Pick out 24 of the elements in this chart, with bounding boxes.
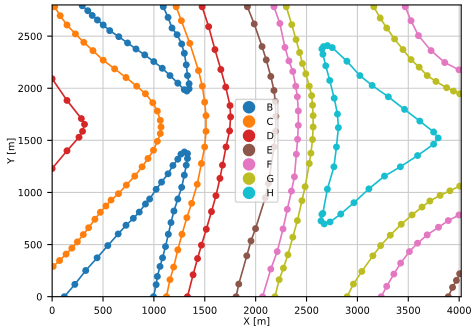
x-tick-label: 0 <box>50 306 55 314</box>
x-tick-label: 1500 <box>193 306 216 314</box>
x-tick-label: 500 <box>94 306 112 314</box>
x-tick-label: 4000 <box>447 306 471 314</box>
legend-label: C <box>267 118 273 126</box>
x-tick-label: 3000 <box>346 306 370 314</box>
y-tick-label: 2500 <box>18 32 42 40</box>
y-tick-label: 1000 <box>18 188 42 196</box>
y-axis-title: Y [m] <box>6 138 16 164</box>
x-tick-label: 2000 <box>244 306 268 314</box>
legend-label: F <box>267 160 272 168</box>
y-tick-label: 0 <box>36 293 42 300</box>
x-tick-label: 3500 <box>396 306 420 314</box>
legend-label: E <box>267 146 272 154</box>
x-axis-title: X [m] <box>244 317 270 326</box>
y-tick-label: 2000 <box>18 84 42 92</box>
x-tick-label: 1000 <box>142 306 166 314</box>
legend-label: G <box>267 174 274 182</box>
y-tick-label: 500 <box>24 241 42 248</box>
y-tick-label: 1500 <box>18 136 42 144</box>
x-tick-label: 2500 <box>294 306 318 314</box>
legend-label: B <box>267 104 272 111</box>
legend-label: H <box>267 189 273 196</box>
legend-label: D <box>267 132 274 140</box>
